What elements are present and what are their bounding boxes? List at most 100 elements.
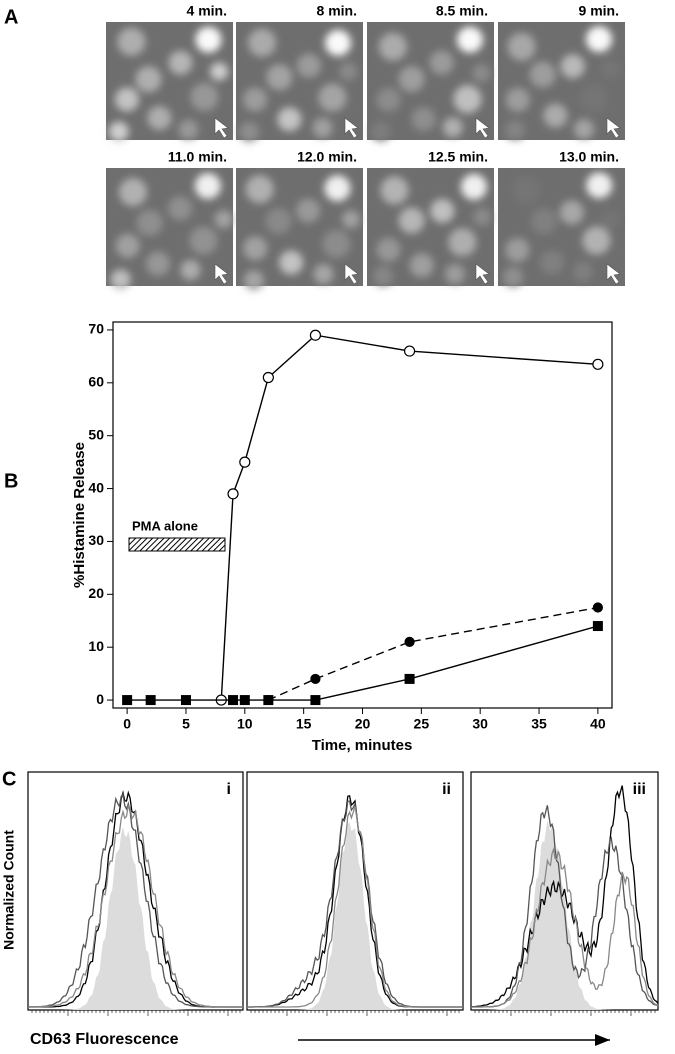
cell: [210, 62, 229, 81]
cell: [243, 236, 268, 261]
arrow: [606, 263, 621, 285]
x-tick-label: 0: [123, 716, 131, 732]
panel-label: B: [4, 470, 18, 492]
arrow: [606, 117, 621, 139]
time-label: 12.0 min.: [297, 149, 357, 165]
cells: [370, 26, 491, 142]
cell: [505, 237, 530, 262]
marker: [592, 358, 604, 370]
cell: [429, 50, 454, 75]
cell: [586, 172, 613, 199]
plot-frame: [112, 321, 613, 709]
x-tick-label: 25: [414, 716, 430, 732]
y-tick-label: 20: [88, 585, 104, 601]
cell: [376, 237, 401, 262]
cell: [442, 117, 463, 138]
y-axis-label: Normalized Count: [1, 830, 17, 950]
cell: [277, 107, 302, 132]
cell: [147, 106, 172, 131]
x-tick-label: 15: [296, 716, 312, 732]
histogram-curve: [28, 804, 243, 1008]
cell: [453, 85, 482, 114]
cell: [325, 29, 352, 56]
micrograph: [236, 168, 363, 291]
x-tick-label: 5: [182, 716, 190, 732]
cell: [239, 121, 260, 142]
cell: [135, 66, 162, 93]
time-label: 8 min.: [317, 3, 357, 19]
cell: [189, 226, 218, 255]
cell: [245, 175, 274, 204]
micrograph: [367, 168, 494, 287]
time-label: 13.0 min.: [559, 149, 619, 165]
cell: [529, 61, 556, 88]
cell: [504, 120, 525, 141]
cell: [146, 251, 171, 276]
y-tick-label: 0: [96, 691, 104, 707]
marker: [404, 673, 415, 684]
cell: [265, 208, 292, 235]
x-axis-label: Time, minutes: [312, 737, 413, 754]
marker: [228, 695, 239, 706]
cell: [180, 260, 201, 281]
marker: [227, 488, 239, 500]
histogram-label: ii: [442, 781, 451, 798]
cell: [530, 208, 557, 235]
cell: [279, 250, 304, 275]
micrograph: [236, 22, 363, 142]
x-axis-label: CD63 Fluorescence: [30, 1031, 179, 1048]
marker: [310, 673, 321, 685]
cells: [503, 172, 620, 287]
cell: [324, 175, 351, 202]
cells: [504, 26, 620, 141]
arrow: [214, 117, 229, 139]
micrograph: [498, 168, 625, 287]
cell: [540, 250, 565, 275]
marker: [122, 695, 133, 706]
histogram-fill: [28, 827, 243, 1010]
cell: [411, 107, 436, 132]
cell: [444, 263, 465, 284]
cell: [582, 226, 611, 255]
cell: [168, 196, 193, 221]
arrow: [475, 117, 490, 139]
cell: [115, 233, 140, 258]
arrow: [344, 263, 359, 285]
histogram-curve: [470, 785, 659, 1008]
cell: [341, 210, 360, 229]
cell: [195, 26, 222, 53]
cell: [118, 178, 147, 207]
histogram-curve: [471, 846, 659, 1008]
cell: [601, 210, 620, 229]
y-axis-label: %Histamine Release: [71, 442, 88, 588]
histogram-curve: [247, 806, 463, 1008]
cell: [505, 87, 530, 112]
panel-label: A: [4, 6, 18, 28]
micrograph: [367, 22, 494, 142]
marker: [404, 636, 415, 648]
marker: [592, 602, 603, 613]
line-chart: PMA alone Time, minutes %Histamine Relea…: [71, 321, 613, 754]
cell: [586, 26, 613, 53]
cell: [473, 207, 492, 226]
cell: [339, 62, 358, 81]
y-tick-label: 30: [88, 532, 104, 548]
cell: [312, 117, 333, 138]
micrograph: [106, 168, 233, 290]
histogram-label: i: [227, 781, 231, 798]
cell: [448, 228, 477, 257]
cell: [114, 87, 139, 112]
y-tick-label: 40: [88, 479, 104, 495]
histogram-fill: [247, 822, 463, 1010]
x-tick-label: 35: [531, 716, 547, 732]
cell: [543, 103, 568, 128]
cell: [560, 54, 585, 79]
cell: [322, 229, 351, 258]
x-tick-label: 10: [237, 716, 253, 732]
y-tick-label: 60: [88, 374, 104, 390]
cell: [398, 207, 425, 234]
cell: [456, 26, 483, 53]
marker: [145, 695, 156, 706]
cell: [460, 173, 487, 200]
cell: [243, 270, 264, 291]
